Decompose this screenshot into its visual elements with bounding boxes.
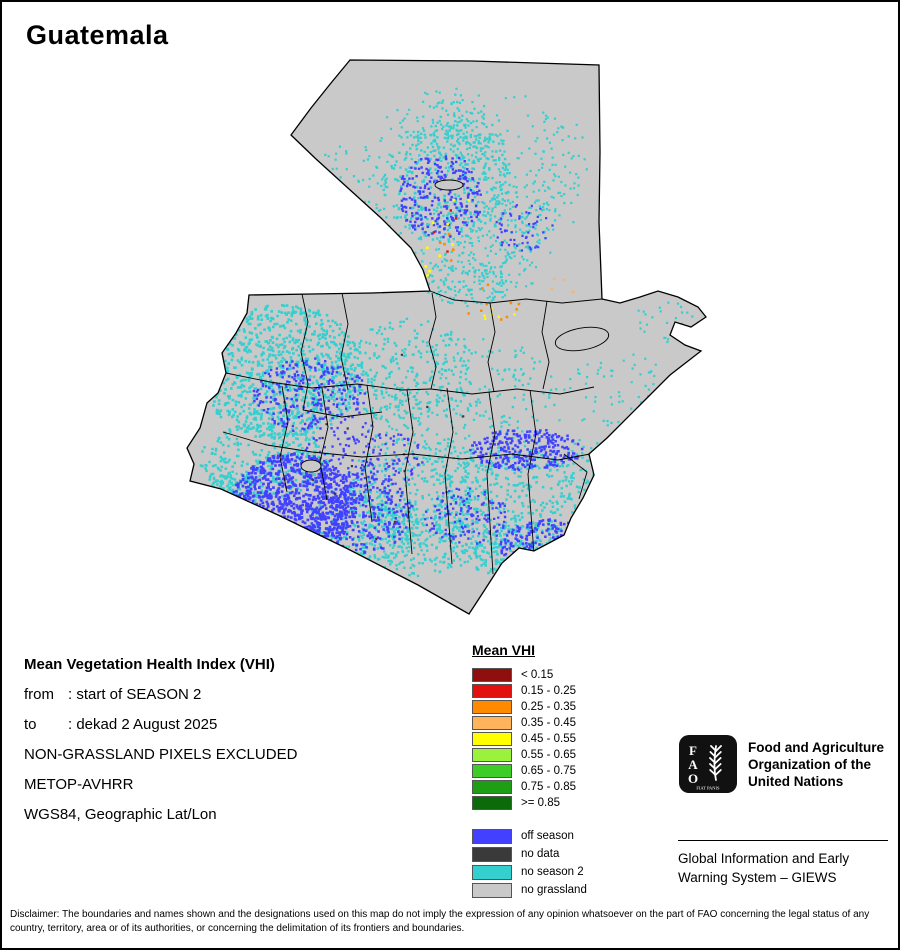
org-subtitle: Global Information and Early Warning Syst… (678, 849, 888, 887)
legend-label: 0.25 - 0.35 (521, 701, 576, 713)
legend-swatch (472, 668, 512, 682)
org-subtitle-line: Global Information and Early (678, 851, 850, 866)
legend-label: 0.45 - 0.55 (521, 733, 576, 745)
lake-peten-itza-shape (434, 179, 464, 191)
org-divider (678, 840, 888, 841)
legend-swatch (472, 864, 512, 880)
info-line: WGS84, Geographic Lat/Lon (24, 806, 217, 823)
map-lakes (300, 179, 610, 473)
legend-swatch (472, 700, 512, 714)
legend-swatch (472, 716, 512, 730)
map-department-boundaries (222, 290, 603, 575)
legend-swatch (472, 828, 512, 844)
info-line: from : start of SEASON 2 (24, 680, 297, 710)
legend-row: < 0.15 (472, 667, 587, 683)
legend-label: no season 2 (521, 866, 584, 878)
info-line: to : dekad 2 August 2025 (24, 710, 297, 740)
legend-swatch (472, 780, 512, 794)
org-name-line: United Nations (748, 774, 844, 789)
wheat-icon (709, 745, 722, 781)
legend-row: off season (472, 827, 587, 845)
info-line-value: : dekad 2 August 2025 (68, 716, 218, 733)
legend-row: 0.35 - 0.45 (472, 715, 587, 731)
legend-row: no season 2 (472, 863, 587, 881)
org-subtitle-line: Warning System – GIEWS (678, 870, 837, 885)
fao-motto-text: FIAT PANIS (696, 786, 720, 791)
legend-swatch (472, 684, 512, 698)
org-name: Food and Agriculture Organization of the U… (748, 734, 884, 794)
legend-label: 0.15 - 0.25 (521, 685, 576, 697)
legend-title: Mean VHI (472, 642, 536, 658)
org-name-line: Food and Agriculture (748, 740, 884, 755)
legend-swatch (472, 764, 512, 778)
legend-label: no data (521, 848, 560, 860)
legend-swatch (472, 796, 512, 810)
legend-label: < 0.15 (521, 669, 554, 681)
svg-text:O: O (688, 771, 698, 786)
legend-label: off season (521, 830, 574, 842)
disclaimer: Disclaimer: The boundaries and names sho… (10, 909, 870, 934)
svg-text:A: A (688, 757, 698, 772)
legend-row: 0.65 - 0.75 (472, 763, 587, 779)
legend-label: 0.75 - 0.85 (521, 781, 576, 793)
legend-vhi-rows: < 0.15 0.15 - 0.25 0.25 - 0.35 0.35 - 0.45 0… (472, 667, 587, 811)
legend-swatch (472, 846, 512, 862)
lake-izabal-shape (554, 326, 610, 352)
legend: Mean VHI < 0.15 0.15 - 0.25 0.25 - 0.35 0.3… (472, 642, 587, 899)
legend-label: 0.35 - 0.45 (521, 717, 576, 729)
legend-label: 0.65 - 0.75 (521, 765, 576, 777)
info-line-label: to (24, 716, 37, 733)
legend-row: 0.15 - 0.25 (472, 683, 587, 699)
info-block: Mean Vegetation Health Index (VHI) from:… (24, 650, 297, 830)
legend-row: 0.75 - 0.85 (472, 779, 587, 795)
legend-label: 0.55 - 0.65 (521, 749, 576, 761)
legend-row: 0.55 - 0.65 (472, 747, 587, 763)
map-country-outline (186, 59, 707, 615)
legend-category-rows: off season no data no season 2 no grassland (472, 827, 587, 899)
info-line-label: from (24, 686, 54, 703)
legend-swatch (472, 882, 512, 898)
legend-label: >= 0.85 (521, 797, 561, 809)
info-lines: from : start of SEASON 2 to : dekad 2 Augus… (24, 680, 297, 830)
map-country-fill (187, 60, 706, 614)
legend-label: no grassland (521, 884, 587, 896)
legend-row: >= 0.85 (472, 795, 587, 811)
org-name-line: Organization of the (748, 757, 871, 772)
guatemala-map (186, 59, 707, 615)
info-line: NON-GRASSLAND PIXELS EXCLUDED (24, 746, 298, 763)
legend-swatch (472, 732, 512, 746)
info-heading: Mean Vegetation Health Index (VHI) (24, 656, 275, 673)
page-title: Guatemala (26, 20, 169, 50)
svg-text:F: F (689, 743, 697, 758)
legend-row: 0.25 - 0.35 (472, 699, 587, 715)
legend-swatch (472, 748, 512, 762)
legend-gap (472, 811, 587, 827)
info-line: METOP-AVHRR (24, 776, 134, 793)
legend-row: no grassland (472, 881, 587, 899)
legend-row: 0.45 - 0.55 (472, 731, 587, 747)
info-line-value: : start of SEASON 2 (68, 686, 202, 703)
legend-row: no data (472, 845, 587, 863)
fao-logo-icon: FAO FIAT PANIS (679, 735, 737, 793)
lake-atitlan-shape (300, 459, 322, 473)
